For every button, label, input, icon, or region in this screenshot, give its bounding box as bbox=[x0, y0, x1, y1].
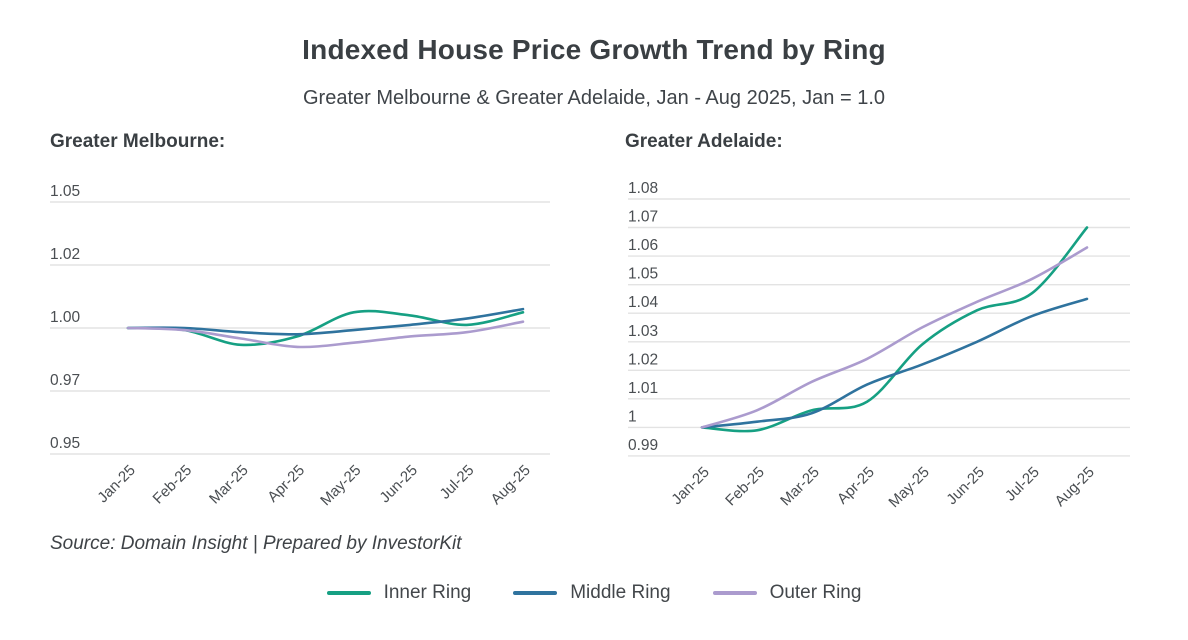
chart-legend: Inner Ring Middle Ring Outer Ring bbox=[0, 582, 1188, 604]
melbourne-line-chart: 1.05 1.02 1.00 0.97 0.95 Jan-25 Feb-25 Mar-25 Ap… bbox=[50, 183, 550, 509]
x-axis-tick-label: Apr-25 bbox=[834, 464, 878, 508]
y-axis-tick-label: 1.02 bbox=[50, 246, 80, 263]
outer-ring-swatch-icon bbox=[712, 591, 757, 595]
x-axis-tick-label: Jan-25 bbox=[668, 464, 712, 508]
middle-ring-swatch-icon bbox=[513, 591, 558, 595]
y-axis-tick-label: 1.06 bbox=[628, 237, 658, 254]
y-axis-tick-label: 1.00 bbox=[50, 309, 81, 326]
series-line-middle-ring bbox=[126, 307, 525, 336]
x-axis-tick-label: Mar-25 bbox=[777, 464, 823, 510]
series-line-middle-ring bbox=[700, 297, 1089, 429]
series-line-inner-ring bbox=[700, 226, 1089, 433]
x-axis-tick-label: Feb-25 bbox=[722, 464, 768, 510]
y-axis-tick-label: 0.97 bbox=[50, 372, 80, 389]
y-axis-tick-label: 1 bbox=[628, 408, 637, 425]
legend-item-inner-ring: Inner Ring bbox=[326, 582, 472, 604]
y-axis-tick-label: 0.99 bbox=[628, 437, 658, 454]
y-axis-tick-label: 1.01 bbox=[628, 380, 658, 397]
x-axis-tick-label: May-25 bbox=[885, 464, 932, 511]
x-axis-tick-label: Jun-25 bbox=[943, 464, 987, 508]
series-line-outer-ring bbox=[126, 320, 525, 349]
y-axis-tick-label: 1.05 bbox=[50, 183, 80, 200]
legend-label: Middle Ring bbox=[570, 582, 671, 603]
y-axis-tick-label: 1.08 bbox=[628, 180, 658, 197]
legend-label: Outer Ring bbox=[769, 582, 862, 603]
series-line-outer-ring bbox=[700, 246, 1089, 429]
x-axis-tick-label: Aug-25 bbox=[488, 462, 534, 508]
x-axis-tick-label: Aug-25 bbox=[1052, 464, 1098, 510]
y-axis-tick-label: 1.03 bbox=[628, 323, 658, 340]
y-axis-tick-label: 1.05 bbox=[628, 266, 658, 283]
source-note: Source: Domain Insight | Prepared by Inv… bbox=[50, 533, 462, 554]
inner-ring-swatch-icon bbox=[326, 591, 371, 595]
x-axis-tick-label: Apr-25 bbox=[264, 462, 308, 506]
x-axis-tick-label: Jul-25 bbox=[1002, 464, 1043, 505]
x-axis-tick-label: Mar-25 bbox=[206, 462, 252, 508]
page-title: Indexed House Price Growth Trend by Ring bbox=[302, 34, 886, 65]
y-axis-tick-label: 1.07 bbox=[628, 209, 658, 226]
legend-label: Inner Ring bbox=[383, 582, 472, 603]
x-axis-tick-label: Jul-25 bbox=[437, 462, 478, 503]
y-axis-tick-label: 1.04 bbox=[628, 294, 659, 311]
adelaide-chart-heading: Greater Adelaide: bbox=[625, 131, 783, 152]
page-subtitle: Greater Melbourne & Greater Adelaide, Ja… bbox=[302, 87, 886, 109]
legend-item-middle-ring: Middle Ring bbox=[513, 582, 671, 604]
y-axis-tick-label: 0.95 bbox=[50, 435, 80, 452]
x-axis-tick-label: Jun-25 bbox=[376, 462, 420, 506]
x-axis-tick-label: Jan-25 bbox=[94, 462, 138, 506]
x-axis-tick-label: May-25 bbox=[317, 462, 364, 509]
adelaide-line-chart: 1.08 1.07 1.06 1.05 1.04 1.03 1.02 1.01 1 0.99 Jan… bbox=[628, 180, 1130, 511]
y-axis-tick-label: 1.02 bbox=[628, 351, 658, 368]
x-axis-tick-label: Feb-25 bbox=[150, 462, 196, 508]
legend-item-outer-ring: Outer Ring bbox=[712, 582, 862, 604]
melbourne-chart-heading: Greater Melbourne: bbox=[50, 131, 226, 152]
